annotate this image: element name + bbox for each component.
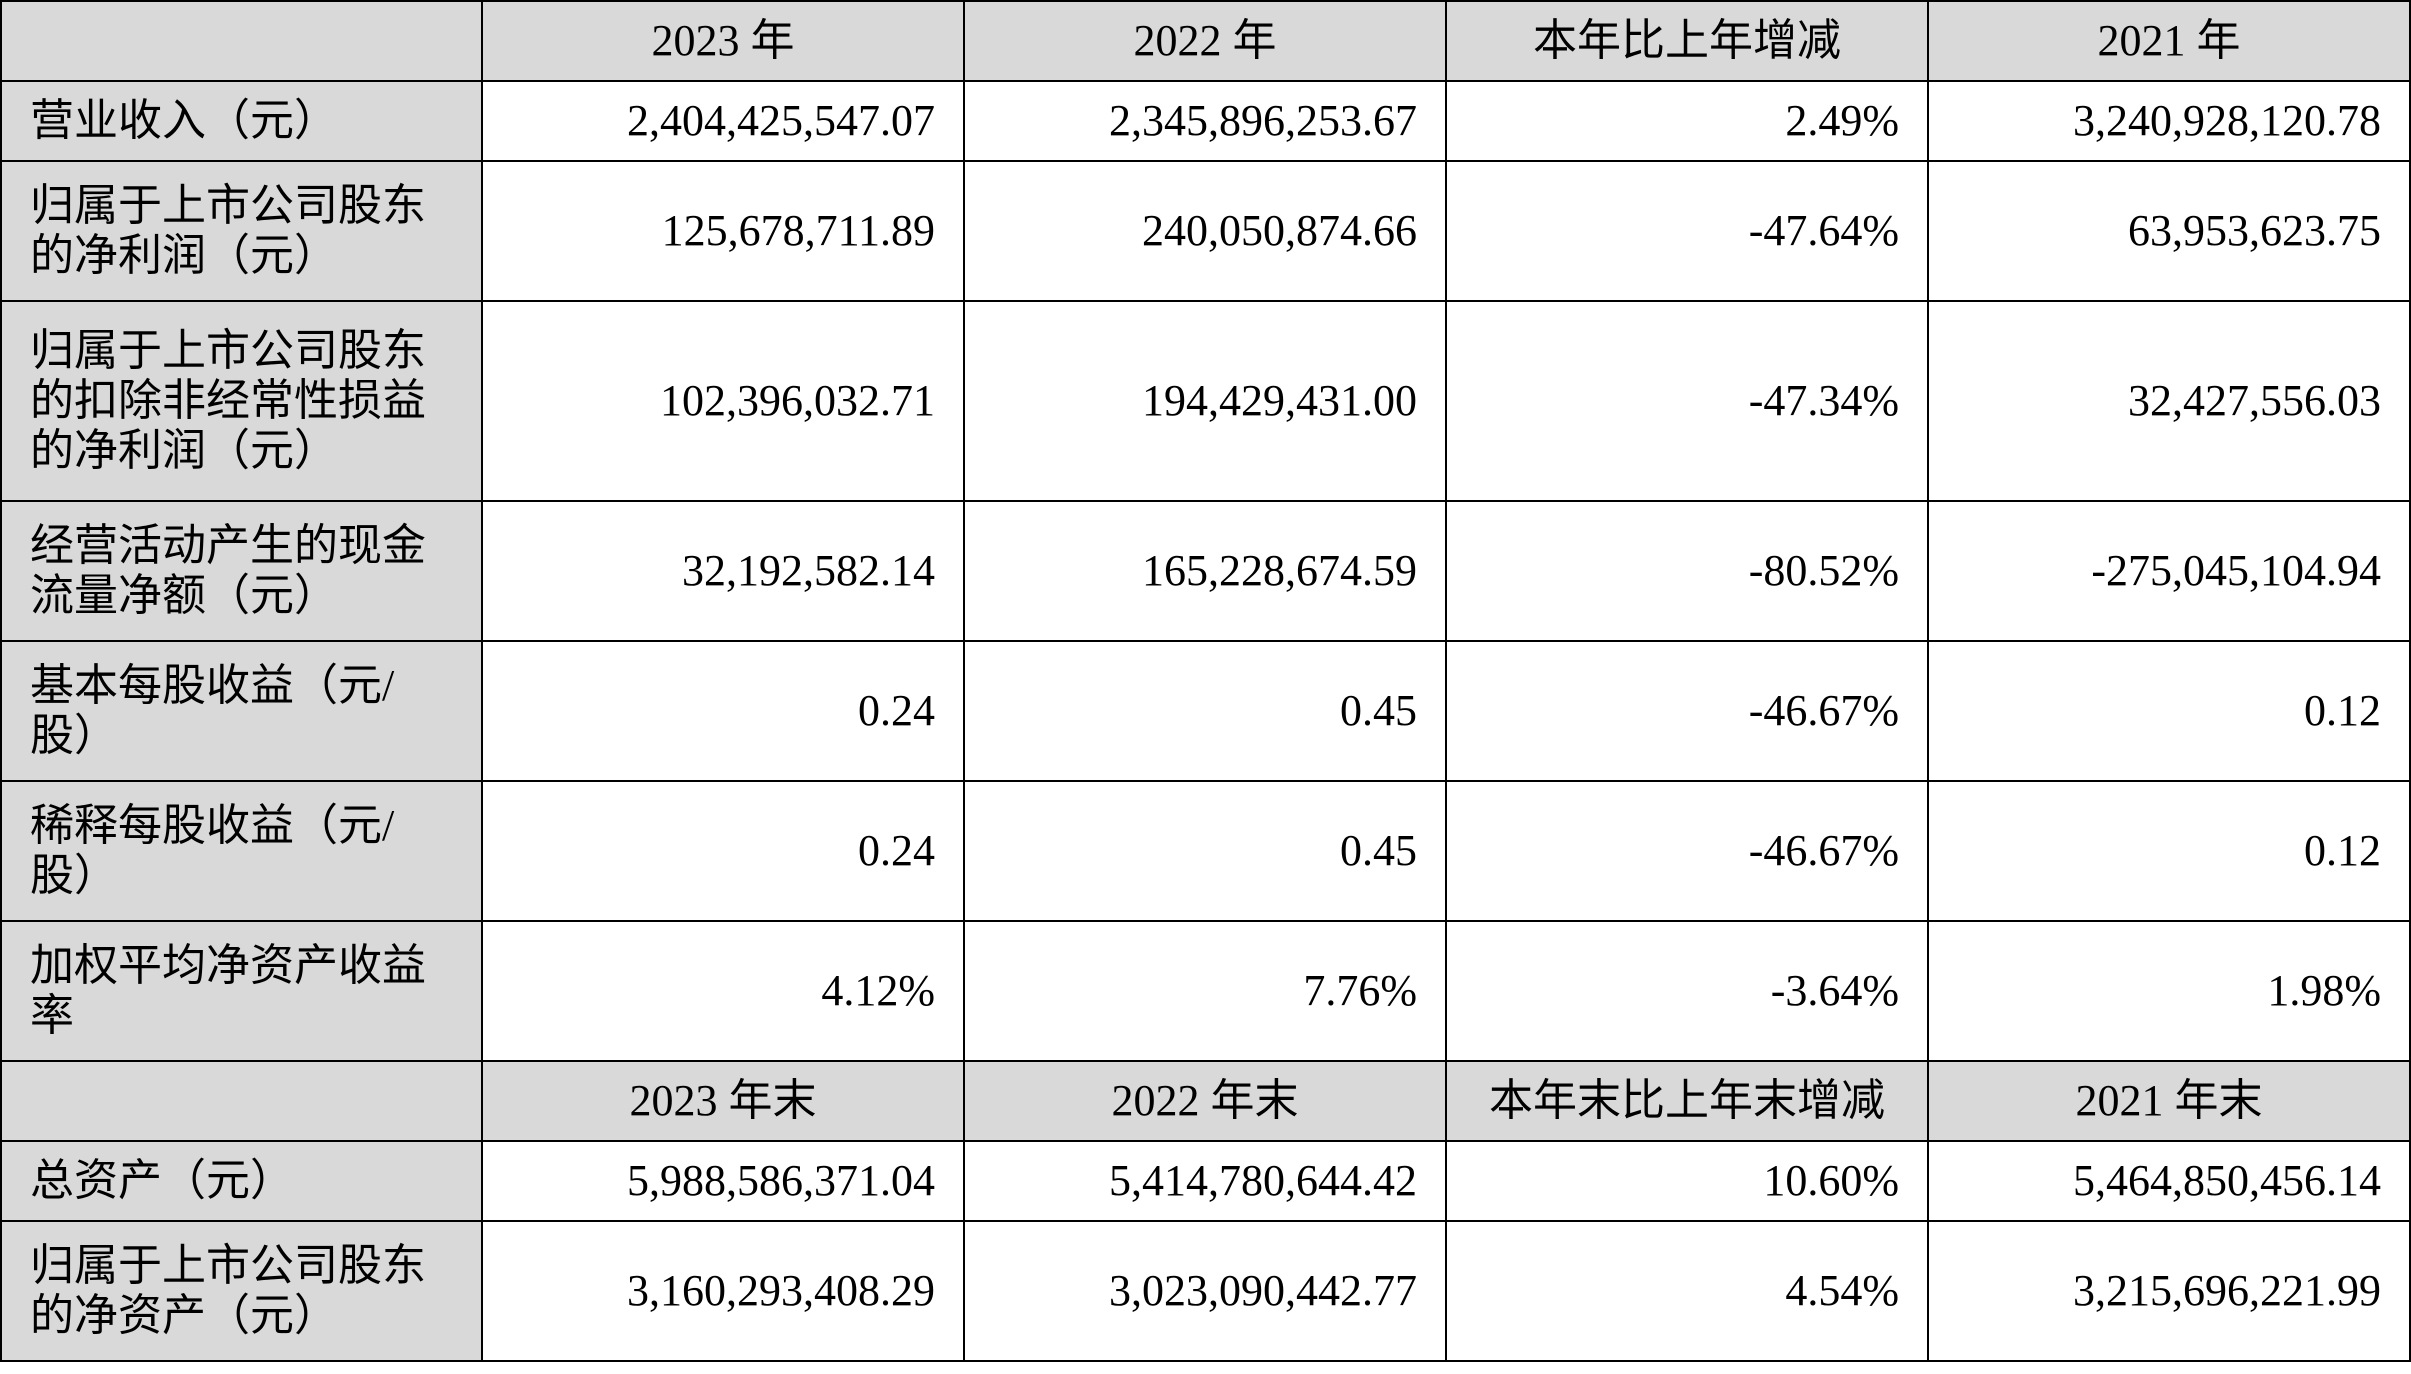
row-label: 营业收入（元）	[0, 80, 483, 162]
header-cell-2023-end: 2023 年末	[481, 1060, 965, 1142]
value-2023: 102,396,032.71	[481, 300, 965, 502]
value-2022-end: 3,023,090,442.77	[963, 1220, 1447, 1362]
value-2023: 4.12%	[481, 920, 965, 1062]
value-2021: 32,427,556.03	[1927, 300, 2411, 502]
value-change-end: 10.60%	[1445, 1140, 1929, 1222]
row-label: 经营活动产生的现金流量净额（元）	[0, 500, 483, 642]
table-row-net-profit-excl-nonrecurring: 归属于上市公司股东的扣除非经常性损益的净利润（元） 102,396,032.71…	[0, 300, 2411, 502]
value-change: -47.34%	[1445, 300, 1929, 502]
value-2022-end: 5,414,780,644.42	[963, 1140, 1447, 1222]
value-change: -46.67%	[1445, 780, 1929, 922]
row-label: 基本每股收益（元/股）	[0, 640, 483, 782]
value-2023: 0.24	[481, 780, 965, 922]
value-2022: 165,228,674.59	[963, 500, 1447, 642]
table-row-basic-eps: 基本每股收益（元/股） 0.24 0.45 -46.67% 0.12	[0, 640, 2411, 782]
value-2022: 2,345,896,253.67	[963, 80, 1447, 162]
value-2021: 0.12	[1927, 640, 2411, 782]
header-cell-change: 本年比上年增减	[1445, 0, 1929, 82]
value-2022: 194,429,431.00	[963, 300, 1447, 502]
row-label: 归属于上市公司股东的净利润（元）	[0, 160, 483, 302]
value-2022: 7.76%	[963, 920, 1447, 1062]
row-label: 稀释每股收益（元/股）	[0, 780, 483, 922]
header-cell-2022-end: 2022 年末	[963, 1060, 1447, 1142]
table-row-net-assets: 归属于上市公司股东的净资产（元） 3,160,293,408.29 3,023,…	[0, 1220, 2411, 1362]
value-2021: 0.12	[1927, 780, 2411, 922]
value-2021: 63,953,623.75	[1927, 160, 2411, 302]
value-change: -47.64%	[1445, 160, 1929, 302]
table-row-weighted-roe: 加权平均净资产收益率 4.12% 7.76% -3.64% 1.98%	[0, 920, 2411, 1062]
table-row-diluted-eps: 稀释每股收益（元/股） 0.24 0.45 -46.67% 0.12	[0, 780, 2411, 922]
value-2021: 3,240,928,120.78	[1927, 80, 2411, 162]
table-row-total-assets: 总资产（元） 5,988,586,371.04 5,414,780,644.42…	[0, 1140, 2411, 1222]
row-label: 归属于上市公司股东的扣除非经常性损益的净利润（元）	[0, 300, 483, 502]
row-label: 加权平均净资产收益率	[0, 920, 483, 1062]
header-cell-blank	[0, 0, 483, 82]
value-2022: 0.45	[963, 640, 1447, 782]
header-cell-2021: 2021 年	[1927, 0, 2411, 82]
value-2023-end: 5,988,586,371.04	[481, 1140, 965, 1222]
header-cell-2022: 2022 年	[963, 0, 1447, 82]
header-cell-blank	[0, 1060, 483, 1142]
table-row-operating-revenue: 营业收入（元） 2,404,425,547.07 2,345,896,253.6…	[0, 80, 2411, 162]
value-2023: 2,404,425,547.07	[481, 80, 965, 162]
value-change-end: 4.54%	[1445, 1220, 1929, 1362]
header-cell-2021-end: 2021 年末	[1927, 1060, 2411, 1142]
row-label: 总资产（元）	[0, 1140, 483, 1222]
row-label: 归属于上市公司股东的净资产（元）	[0, 1220, 483, 1362]
header-cell-change-end: 本年末比上年末增减	[1445, 1060, 1929, 1142]
value-change: -80.52%	[1445, 500, 1929, 642]
value-2023: 32,192,582.14	[481, 500, 965, 642]
value-2021-end: 5,464,850,456.14	[1927, 1140, 2411, 1222]
table-row-net-profit: 归属于上市公司股东的净利润（元） 125,678,711.89 240,050,…	[0, 160, 2411, 302]
value-2023-end: 3,160,293,408.29	[481, 1220, 965, 1362]
header-cell-2023: 2023 年	[481, 0, 965, 82]
value-2023: 0.24	[481, 640, 965, 782]
table-row-operating-cash-flow: 经营活动产生的现金流量净额（元） 32,192,582.14 165,228,6…	[0, 500, 2411, 642]
header-row-year-end: 2023 年末 2022 年末 本年末比上年末增减 2021 年末	[0, 1060, 2411, 1142]
header-row-annual: 2023 年 2022 年 本年比上年增减 2021 年	[0, 0, 2411, 82]
value-change: -3.64%	[1445, 920, 1929, 1062]
value-change: -46.67%	[1445, 640, 1929, 782]
value-2022: 240,050,874.66	[963, 160, 1447, 302]
value-2021-end: 3,215,696,221.99	[1927, 1220, 2411, 1362]
value-2022: 0.45	[963, 780, 1447, 922]
value-change: 2.49%	[1445, 80, 1929, 162]
value-2023: 125,678,711.89	[481, 160, 965, 302]
value-2021: -275,045,104.94	[1927, 500, 2411, 642]
value-2021: 1.98%	[1927, 920, 2411, 1062]
